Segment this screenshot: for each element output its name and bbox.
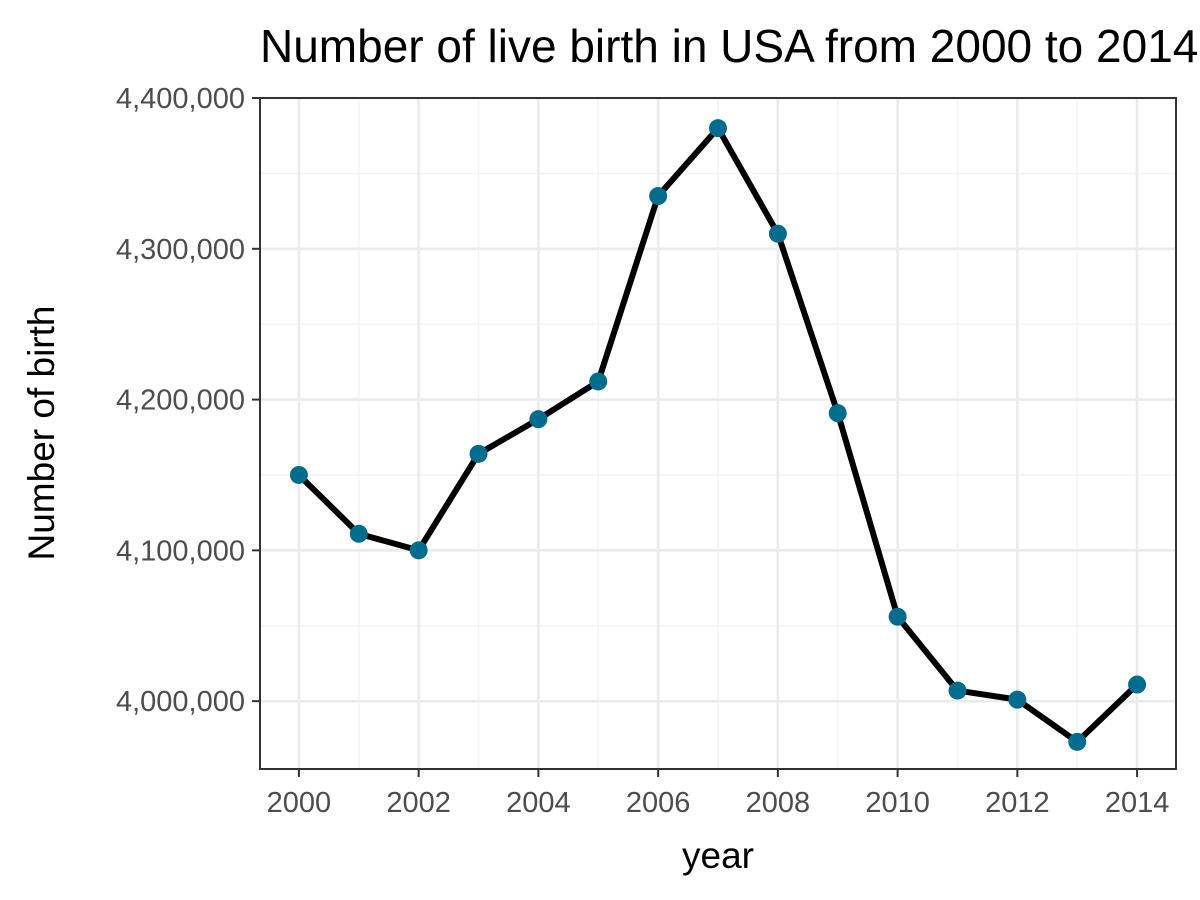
- data-point: [888, 607, 907, 626]
- y-tick-label: 4,000,000: [116, 686, 245, 718]
- x-tick-label: 2006: [626, 787, 691, 819]
- y-tick-label: 4,400,000: [116, 83, 245, 115]
- data-point: [828, 404, 847, 423]
- y-axis-title: Number of birth: [21, 306, 62, 561]
- data-point: [709, 119, 727, 138]
- x-tick-label: 2000: [267, 787, 332, 819]
- data-point: [768, 224, 787, 243]
- y-tick-label: 4,100,000: [116, 535, 245, 567]
- axes: 2000 2002 2004 2006 2008 2010 2012 2014 4,000,00…: [116, 83, 1169, 819]
- x-tick-label: 2004: [506, 787, 571, 819]
- data-point: [349, 524, 368, 543]
- grid: [260, 96, 1176, 769]
- data-point: [649, 187, 668, 206]
- data-point: [948, 681, 967, 700]
- y-tick-label: 4,300,000: [116, 234, 245, 266]
- x-tick-label: 2014: [1105, 787, 1170, 819]
- data-point: [1128, 675, 1147, 694]
- chart-title: Number of live birth in USA from 2000 to…: [260, 20, 1198, 72]
- data-point: [1068, 732, 1087, 751]
- data-point: [589, 372, 608, 391]
- x-tick-label: 2012: [985, 787, 1050, 819]
- data-point: [469, 444, 488, 463]
- plot-data: [289, 119, 1147, 751]
- x-tick-label: 2008: [746, 787, 811, 819]
- data-point: [289, 465, 308, 484]
- y-tick-label: 4,200,000: [116, 385, 245, 417]
- x-axis-title: year: [682, 835, 754, 876]
- x-tick-label: 2010: [865, 787, 930, 819]
- panel-border: [259, 97, 1177, 770]
- x-tick-label: 2002: [386, 787, 451, 819]
- data-point: [1008, 690, 1027, 709]
- data-point: [529, 410, 548, 429]
- data-point: [409, 541, 428, 560]
